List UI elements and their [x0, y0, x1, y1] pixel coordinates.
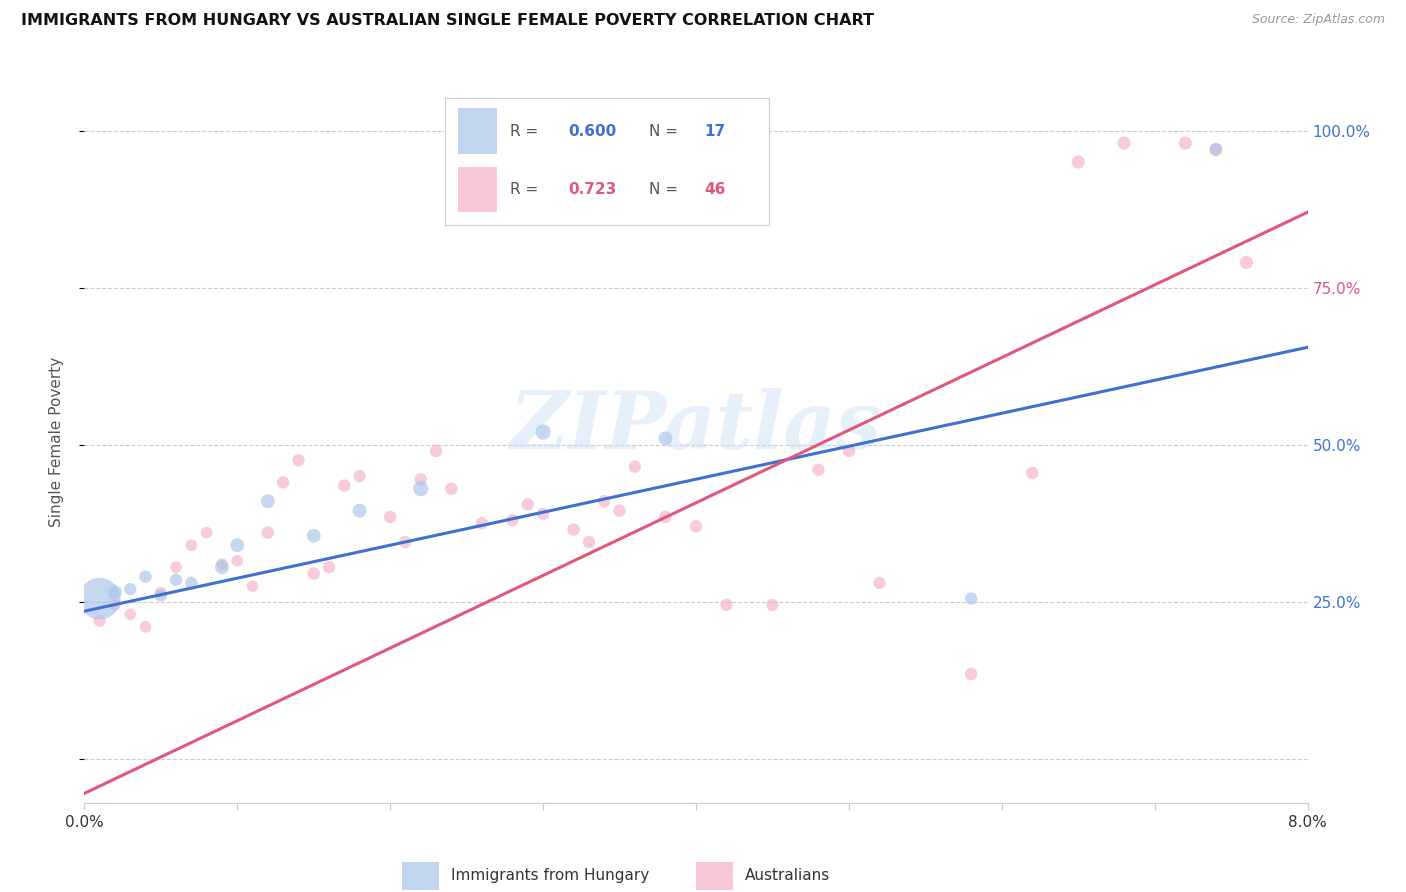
Point — [211, 560, 233, 574]
Point — [394, 535, 416, 549]
Point — [287, 453, 309, 467]
Point — [257, 525, 280, 540]
Point — [562, 523, 585, 537]
Point — [1114, 136, 1136, 150]
Point — [149, 589, 172, 603]
Point — [257, 494, 280, 508]
Point — [226, 538, 249, 552]
Point — [516, 497, 538, 511]
Point — [531, 425, 554, 439]
Point — [654, 431, 676, 445]
Point — [165, 573, 187, 587]
Point — [654, 510, 676, 524]
Point — [89, 614, 111, 628]
Point — [685, 519, 707, 533]
Point — [609, 503, 631, 517]
Text: IMMIGRANTS FROM HUNGARY VS AUSTRALIAN SINGLE FEMALE POVERTY CORRELATION CHART: IMMIGRANTS FROM HUNGARY VS AUSTRALIAN SI… — [21, 13, 875, 29]
Point — [1236, 255, 1258, 269]
Point — [302, 529, 325, 543]
Point — [302, 566, 325, 581]
Point — [593, 494, 616, 508]
Point — [624, 459, 647, 474]
Point — [380, 510, 402, 524]
Point — [869, 575, 891, 590]
Point — [578, 535, 600, 549]
Point — [135, 620, 157, 634]
Point — [425, 444, 447, 458]
Point — [440, 482, 463, 496]
Point — [195, 525, 218, 540]
Point — [960, 591, 983, 606]
Point — [271, 475, 294, 490]
Point — [165, 560, 187, 574]
Point — [409, 482, 432, 496]
Point — [120, 582, 142, 597]
Point — [180, 538, 202, 552]
Point — [807, 463, 830, 477]
Point — [180, 575, 202, 590]
Y-axis label: Single Female Poverty: Single Female Poverty — [49, 357, 63, 526]
Point — [318, 560, 340, 574]
Point — [104, 598, 127, 612]
Point — [226, 554, 249, 568]
Point — [409, 472, 432, 486]
Point — [211, 557, 233, 571]
Point — [1174, 136, 1197, 150]
Text: ZIPatlas: ZIPatlas — [510, 388, 882, 466]
Point — [333, 478, 356, 492]
Point — [349, 469, 371, 483]
Point — [1205, 142, 1227, 156]
Point — [349, 503, 371, 517]
Point — [838, 444, 860, 458]
Text: Source: ZipAtlas.com: Source: ZipAtlas.com — [1251, 13, 1385, 27]
Point — [104, 585, 127, 599]
Point — [1205, 142, 1227, 156]
Point — [531, 507, 554, 521]
Point — [471, 516, 494, 531]
Point — [1067, 155, 1090, 169]
Point — [716, 598, 738, 612]
Point — [120, 607, 142, 622]
Point — [761, 598, 783, 612]
Point — [149, 585, 172, 599]
Point — [502, 513, 524, 527]
Point — [242, 579, 264, 593]
Point — [960, 667, 983, 681]
Point — [135, 569, 157, 583]
Point — [89, 591, 111, 606]
Point — [1021, 466, 1043, 480]
